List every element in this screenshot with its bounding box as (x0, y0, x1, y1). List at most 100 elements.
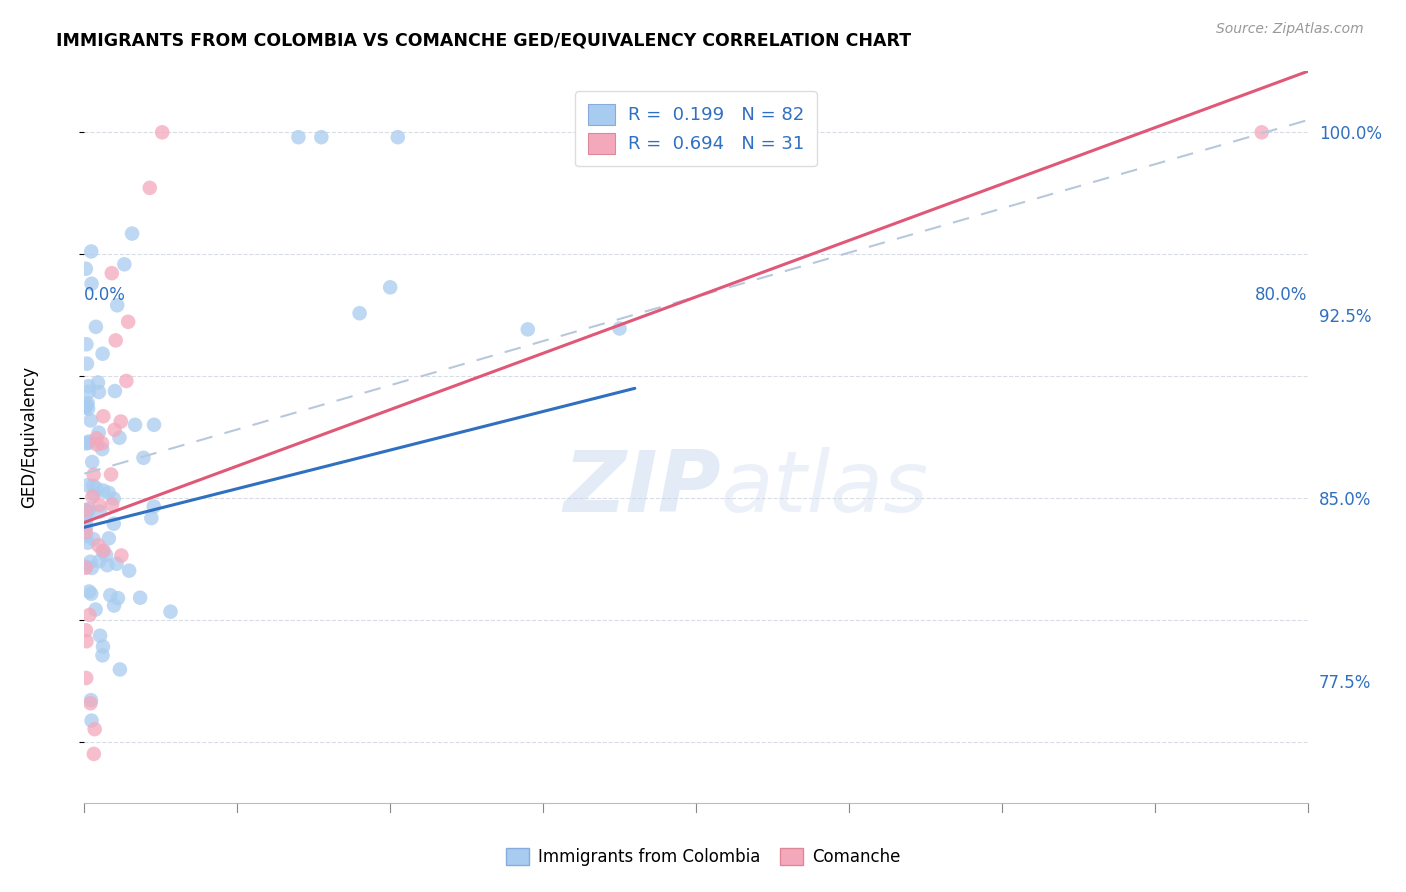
Point (75, 529, 97, 543)
Point (75, 436, 97, 450)
Point (132, 450, 155, 465)
Point (91, 347, 114, 361)
Point (82, 532, 104, 546)
Point (89, 554, 111, 568)
Point (94, 548, 117, 562)
Text: 0.0%: 0.0% (84, 285, 127, 303)
Point (86, 437, 108, 451)
Point (75, 399, 97, 413)
Point (349, 306, 371, 320)
Point (142, 500, 165, 514)
Point (86, 431, 108, 445)
Point (118, 564, 141, 578)
Point (82, 455, 104, 469)
Point (80, 587, 103, 601)
Point (79, 413, 101, 427)
Point (83, 467, 105, 482)
Point (80, 244, 103, 259)
Point (77, 401, 100, 416)
Point (77, 504, 100, 518)
Point (110, 549, 132, 563)
Point (129, 591, 152, 605)
Point (75, 261, 97, 276)
Point (103, 491, 125, 506)
Point (77, 434, 100, 449)
Point (87, 425, 110, 440)
Point (98, 588, 121, 602)
Point (108, 663, 131, 677)
Text: ZIP: ZIP (562, 447, 720, 530)
Point (77, 584, 100, 599)
Point (75, 516, 97, 530)
Point (77, 379, 100, 393)
Point (89, 498, 111, 512)
Point (91, 409, 114, 424)
Point (76, 478, 98, 492)
Point (89, 504, 111, 518)
Point (77, 436, 100, 450)
Point (75, 624, 97, 638)
Point (76, 508, 98, 522)
Point (103, 599, 125, 613)
Point (93, 544, 115, 558)
Point (86, 482, 108, 496)
Point (80, 277, 103, 291)
Point (91, 544, 114, 558)
Point (143, 417, 166, 432)
Point (108, 431, 131, 445)
Point (87, 538, 110, 552)
Point (82, 490, 104, 504)
Point (516, 322, 538, 336)
Text: Source: ZipAtlas.com: Source: ZipAtlas.com (1216, 22, 1364, 37)
Point (139, 181, 162, 195)
Point (121, 227, 143, 241)
Point (83, 747, 105, 761)
Point (112, 257, 135, 271)
Point (75, 561, 97, 575)
Point (91, 648, 114, 663)
Point (91, 640, 114, 654)
Point (80, 693, 103, 707)
Point (75, 671, 97, 685)
Point (75, 337, 97, 351)
Point (110, 415, 132, 429)
Point (105, 557, 128, 571)
Point (101, 266, 124, 280)
Text: GED/Equivalency: GED/Equivalency (20, 366, 38, 508)
Point (311, 130, 333, 145)
Point (76, 535, 98, 549)
Point (91, 483, 114, 498)
Point (101, 498, 124, 512)
Point (104, 334, 127, 348)
Point (75, 400, 97, 414)
Point (104, 423, 127, 437)
Text: 80.0%: 80.0% (1256, 285, 1308, 303)
Point (105, 298, 128, 312)
Point (79, 555, 101, 569)
Point (77, 384, 100, 399)
Point (97, 485, 120, 500)
Point (91, 436, 114, 450)
Point (76, 396, 98, 410)
Point (380, 280, 402, 294)
Point (287, 130, 309, 145)
Point (97, 532, 120, 546)
Point (103, 516, 125, 531)
Point (117, 315, 139, 329)
Point (84, 319, 107, 334)
Point (75, 634, 97, 648)
Point (141, 511, 163, 525)
Point (83, 722, 105, 736)
Point (80, 714, 103, 728)
Point (96, 558, 118, 573)
Point (79, 607, 101, 622)
Point (83, 487, 105, 501)
Point (100, 467, 122, 482)
Point (75, 559, 97, 574)
Point (115, 374, 138, 388)
Point (75, 506, 97, 520)
Point (82, 478, 104, 492)
Legend: R =  0.199   N = 82, R =  0.694   N = 31: R = 0.199 N = 82, R = 0.694 N = 31 (575, 91, 817, 167)
Point (87, 376, 110, 390)
Text: atlas: atlas (720, 447, 928, 530)
